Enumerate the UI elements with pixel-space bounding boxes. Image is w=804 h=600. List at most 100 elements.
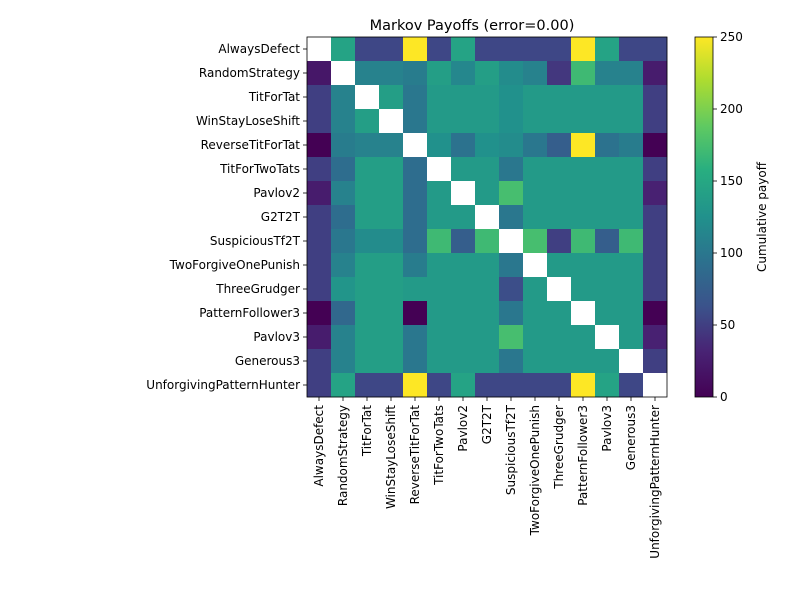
heatmap-cell [547,61,572,86]
heatmap-cell [427,205,452,230]
heatmap-cell [595,349,620,374]
heatmap-cell [523,229,548,254]
heatmap-cell [499,373,524,398]
heatmap-cell [427,37,452,62]
y-tick-label: Pavlov3 [253,330,300,344]
heatmap-cell [499,205,524,230]
heatmap-cell [547,325,572,350]
heatmap-cell [571,301,596,326]
heatmap-cell [475,229,500,254]
heatmap-cell [451,181,476,206]
heatmap-cell [307,157,332,182]
heatmap-cell [619,325,644,350]
heatmap-cell [499,133,524,158]
heatmap-cell [619,85,644,110]
heatmap-cell [523,133,548,158]
heatmap-cell [331,181,356,206]
heatmap-cell [427,301,452,326]
heatmap-cell [475,61,500,86]
heatmap-cell [331,325,356,350]
heatmap-cell [595,205,620,230]
heatmap-cell [523,253,548,278]
heatmap-cell [379,349,404,374]
heatmap-cell [403,85,428,110]
heatmap-cell [475,373,500,398]
heatmap-cell [571,181,596,206]
heatmap-cell [499,277,524,302]
heatmap-cell [523,205,548,230]
heatmap-cell [379,277,404,302]
heatmap-cell [475,157,500,182]
heatmap-cell [619,373,644,398]
heatmap-cell [355,325,380,350]
heatmap-cell [643,133,668,158]
heatmap-cell [619,349,644,374]
heatmap-cell [547,349,572,374]
heatmap-cell [307,253,332,278]
heatmap-cell [403,277,428,302]
colorbar-tick-label: 200 [720,102,743,116]
heatmap-cell [547,205,572,230]
x-tick-label: G2T2T [480,404,494,444]
heatmap-cell [643,229,668,254]
heatmap-cell [451,109,476,134]
heatmap-cell [451,61,476,86]
heatmap-cell [523,37,548,62]
heatmap-cell [499,157,524,182]
heatmap-cell [355,205,380,230]
heatmap-cell [355,373,380,398]
heatmap-cell [307,229,332,254]
heatmap-cell [619,277,644,302]
heatmap-cell [595,301,620,326]
heatmap-cell [403,61,428,86]
heatmap-cell [571,157,596,182]
heatmap-cell [331,133,356,158]
y-tick-labels: AlwaysDefect RandomStrategy TitForTat WinSt… [146,42,307,392]
heatmap-cell [451,37,476,62]
heatmap-cell [499,61,524,86]
heatmap-cell [427,157,452,182]
heatmap-cell [571,109,596,134]
heatmap-cell [619,205,644,230]
heatmap-cell [595,85,620,110]
x-tick-label: WinStayLoseShift [384,405,398,509]
heatmap-cell [475,133,500,158]
heatmap-cell [379,325,404,350]
heatmap-cell [355,229,380,254]
heatmap-cell [523,181,548,206]
heatmap-cell [331,277,356,302]
heatmap-cell [427,349,452,374]
heatmap-cell [643,277,668,302]
heatmap-cell [595,61,620,86]
y-tick-label: RandomStrategy [199,66,300,80]
heatmap-cell [475,109,500,134]
heatmap-cell [475,37,500,62]
heatmap-cell [379,253,404,278]
x-tick-label: Pavlov3 [600,405,614,452]
heatmap-cell [643,85,668,110]
heatmap-cell [307,109,332,134]
heatmap-cell [427,373,452,398]
heatmap-cell [523,373,548,398]
colorbar-tick-label: 0 [720,390,728,404]
heatmap-cell [403,325,428,350]
heatmap-cell [379,85,404,110]
y-tick-label: Generous3 [235,354,300,368]
heatmap-cell [643,373,668,398]
heatmap-cell [619,37,644,62]
colorbar-tick-label: 100 [720,246,743,260]
heatmap-cell [619,181,644,206]
heatmap-cell [403,109,428,134]
x-tick-label: Pavlov2 [456,405,470,452]
heatmap-cell [331,349,356,374]
heatmap-cell [499,229,524,254]
heatmap-cell [379,61,404,86]
colorbar-ticks: 0 50 100 150 200 250 [713,30,743,404]
heatmap-cell [403,157,428,182]
heatmap-cell [595,157,620,182]
heatmap-cell [643,349,668,374]
heatmap-cell [619,157,644,182]
heatmap-cell [523,109,548,134]
heatmap-cell [523,85,548,110]
heatmap-cell [451,205,476,230]
